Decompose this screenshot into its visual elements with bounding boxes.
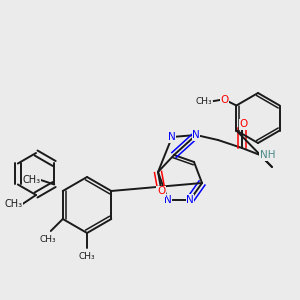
Text: O: O: [157, 187, 165, 196]
Text: CH₃: CH₃: [22, 175, 41, 185]
Text: O: O: [239, 119, 247, 129]
Text: N: N: [186, 195, 194, 205]
Text: N: N: [192, 130, 200, 140]
Text: CH₃: CH₃: [4, 199, 22, 209]
Text: CH₃: CH₃: [79, 253, 95, 262]
Text: CH₃: CH₃: [196, 97, 212, 106]
Text: CH₃: CH₃: [40, 236, 56, 244]
Text: O: O: [220, 94, 229, 104]
Text: N: N: [168, 132, 176, 142]
Text: N: N: [164, 195, 172, 205]
Text: NH: NH: [260, 150, 275, 160]
